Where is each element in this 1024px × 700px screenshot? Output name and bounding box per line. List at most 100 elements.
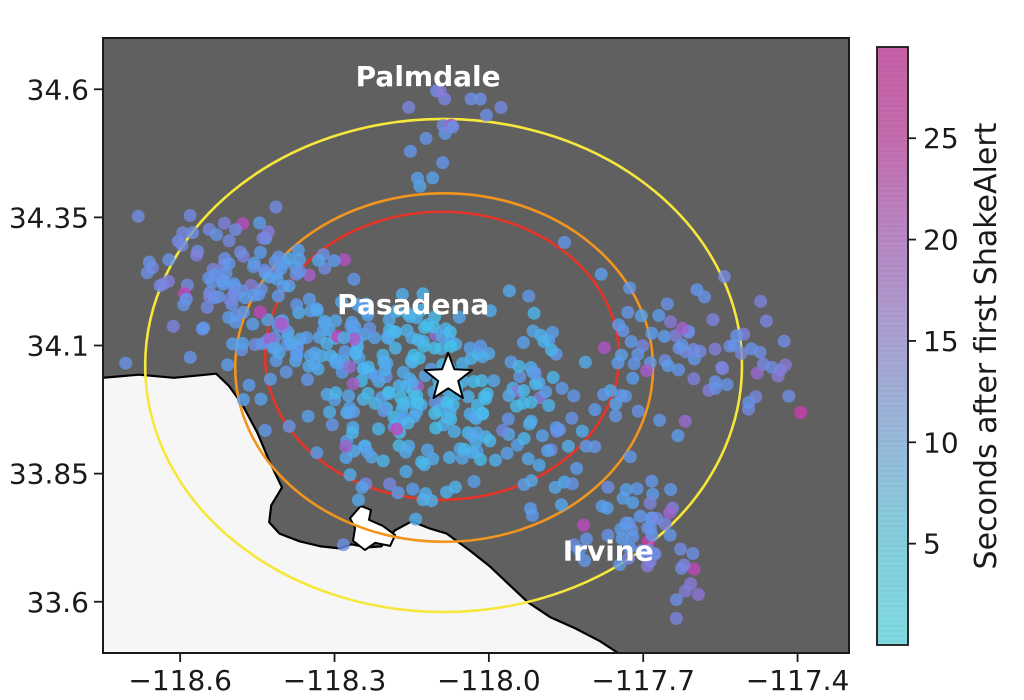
- station-alert-point: [657, 329, 671, 343]
- station-alert-point: [541, 444, 555, 458]
- station-alert-point: [166, 319, 180, 333]
- station-alert-point: [517, 384, 531, 398]
- station-alert-point: [528, 366, 542, 380]
- station-alert-point: [588, 403, 602, 417]
- station-alert-point: [777, 334, 791, 348]
- station-alert-point: [660, 297, 674, 311]
- station-alert-point: [346, 377, 360, 391]
- station-alert-point: [501, 412, 515, 426]
- x-tick-label: −117.7: [591, 664, 695, 697]
- station-alert-point: [646, 547, 660, 561]
- station-alert-point: [678, 584, 692, 598]
- station-alert-point: [759, 314, 773, 328]
- station-alert-point: [183, 350, 197, 364]
- station-alert-point: [614, 522, 628, 536]
- station-alert-point: [377, 404, 391, 418]
- station-alert-point: [455, 451, 469, 465]
- station-alert-point: [487, 374, 501, 388]
- station-alert-point: [355, 480, 369, 494]
- station-alert-point: [754, 294, 768, 308]
- station-alert-point: [691, 588, 705, 601]
- station-alert-point: [588, 440, 602, 454]
- station-alert-point: [645, 474, 659, 488]
- station-alert-point: [361, 308, 375, 322]
- x-tick-label: −118.6: [128, 664, 232, 697]
- station-alert-point: [419, 131, 433, 145]
- station-alert-point: [687, 372, 701, 386]
- station-alert-point: [197, 321, 211, 335]
- station-alert-point: [623, 450, 637, 464]
- station-alert-point: [626, 530, 640, 544]
- colorbar-tick-label: 20: [923, 224, 959, 257]
- station-alert-point: [347, 272, 361, 286]
- station-alert-point: [750, 366, 764, 380]
- station-alert-point: [406, 482, 420, 496]
- colorbar-tick-label: 10: [923, 426, 959, 459]
- station-alert-point: [526, 324, 540, 338]
- station-alert-point: [246, 317, 260, 331]
- station-alert-point: [640, 364, 654, 378]
- station-alert-point: [633, 509, 647, 523]
- station-alert-point: [604, 384, 618, 398]
- station-alert-point: [452, 310, 466, 324]
- station-alert-point: [119, 356, 133, 370]
- station-alert-point: [687, 562, 701, 576]
- station-alert-point: [343, 468, 357, 482]
- station-alert-point: [242, 378, 256, 392]
- station-alert-point: [428, 406, 442, 420]
- station-alert-point: [409, 311, 423, 325]
- station-alert-point: [663, 528, 677, 542]
- y-tick-label: 34.35: [9, 201, 89, 234]
- station-alert-point: [310, 446, 324, 460]
- station-alert-point: [142, 255, 156, 269]
- station-alert-point: [336, 538, 350, 552]
- station-alert-point: [411, 396, 425, 409]
- station-alert-point: [290, 347, 303, 361]
- station-alert-point: [253, 245, 267, 259]
- station-alert-point: [473, 92, 487, 106]
- station-alert-point: [686, 547, 700, 560]
- station-alert-point: [529, 377, 542, 391]
- station-alert-point: [433, 84, 447, 98]
- station-alert-point: [234, 245, 247, 259]
- station-alert-point: [186, 226, 200, 240]
- station-alert-point: [550, 424, 564, 438]
- station-alert-point: [698, 290, 711, 304]
- station-alert-point: [601, 528, 615, 542]
- station-alert-point: [480, 387, 494, 401]
- station-alert-point: [532, 458, 546, 472]
- station-alert-point: [349, 347, 363, 361]
- station-alert-point: [624, 335, 638, 348]
- station-alert-point: [537, 334, 551, 348]
- station-alert-point: [131, 209, 145, 223]
- station-alert-point: [360, 445, 374, 459]
- station-alert-point: [463, 341, 477, 355]
- station-alert-point: [502, 284, 516, 298]
- station-alert-point: [653, 413, 667, 427]
- station-alert-point: [342, 389, 356, 403]
- station-alert-point: [361, 360, 375, 374]
- station-alert-point: [268, 255, 282, 269]
- station-alert-point: [687, 352, 701, 366]
- station-alert-point: [416, 287, 430, 301]
- colorbar-gradient: [877, 47, 908, 645]
- station-alert-point: [615, 532, 629, 546]
- station-alert-point: [558, 235, 571, 249]
- station-alert-point: [263, 372, 277, 386]
- station-alert-point: [474, 339, 488, 353]
- station-alert-point: [794, 406, 808, 419]
- station-alert-point: [325, 418, 339, 432]
- station-alert-point: [524, 395, 538, 409]
- station-alert-point: [671, 429, 685, 443]
- station-alert-point: [480, 108, 493, 122]
- station-alert-point: [447, 425, 461, 438]
- station-alert-point: [527, 306, 541, 320]
- city-label-pasadena: Pasadena: [337, 288, 489, 321]
- station-alert-point: [744, 342, 758, 356]
- station-alert-point: [162, 253, 176, 267]
- station-alert-point: [467, 475, 481, 488]
- station-alert-point: [222, 257, 236, 271]
- station-alert-point: [600, 501, 614, 515]
- station-alert-point: [256, 231, 270, 245]
